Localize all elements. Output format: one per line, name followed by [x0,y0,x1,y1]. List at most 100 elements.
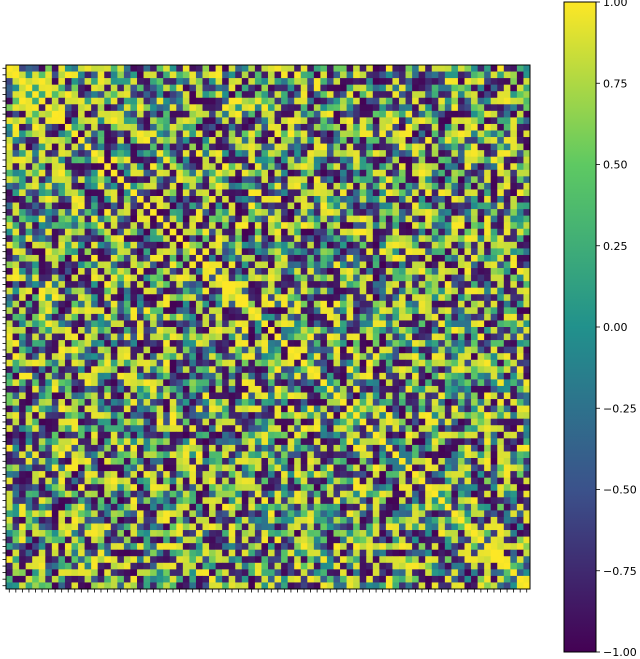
heatmap-cell [320,143,328,151]
heatmap-cell [490,209,498,216]
heatmap-cell [235,340,243,347]
heatmap-cell [117,117,125,125]
heatmap-cell [123,156,131,164]
heatmap-cell [340,182,347,190]
heatmap-cell [228,156,236,164]
heatmap-cell [281,150,288,158]
heatmap-cell [38,340,46,347]
heatmap-cell [78,123,85,131]
heatmap-cell [477,366,485,374]
heatmap-cell [471,359,478,367]
heatmap-cell [523,340,531,347]
heatmap-cell [464,320,472,328]
heatmap-cell [195,399,203,406]
heatmap-cell [6,372,13,380]
heatmap-cell [78,392,85,400]
heatmap-cell [228,268,236,275]
heatmap-cell [104,313,112,321]
heatmap-cell [117,431,125,439]
heatmap-cell [333,431,341,439]
heatmap-cell [503,110,511,118]
heatmap-cell [222,385,230,393]
heatmap-cell [412,300,419,308]
heatmap-cell [228,235,236,243]
heatmap-cell [372,346,380,354]
heatmap-cell [117,150,125,158]
heatmap-cell [195,379,203,387]
heatmap-cell [32,123,40,131]
heatmap-cell [215,327,223,334]
heatmap-cell [300,444,308,452]
heatmap-cell [313,405,321,413]
heatmap-cell [353,104,361,112]
heatmap-cell [497,156,505,164]
heatmap-cell [64,412,72,420]
heatmap-cell [281,313,288,321]
heatmap-cell [346,353,354,361]
heatmap-cell [130,123,138,131]
heatmap-cell [313,294,321,302]
heatmap-cell [104,438,112,446]
heatmap-cell [12,235,20,243]
heatmap-cell [385,300,393,308]
heatmap-cell [91,340,99,347]
heatmap-cell [366,451,374,459]
heatmap-cell [431,392,439,400]
heatmap-cell [58,405,66,413]
heatmap-cell [202,274,210,282]
heatmap-cell [143,320,151,328]
heatmap-cell [392,451,400,459]
heatmap-cell [104,425,112,433]
heatmap-cell [418,91,426,99]
heatmap-cell [235,176,243,184]
heatmap-cell [84,248,92,256]
heatmap-cell [58,235,66,243]
heatmap-cell [438,327,446,334]
heatmap-cell [366,123,374,131]
heatmap-cell [248,346,256,354]
heatmap-cell [110,254,118,262]
heatmap-cell [399,104,406,112]
heatmap-cell [248,444,256,452]
heatmap-cell [326,91,334,99]
heatmap-cell [510,78,518,85]
heatmap-cell [274,156,282,164]
heatmap-cell [392,123,400,131]
heatmap-cell [385,425,393,433]
heatmap-cell [471,379,478,387]
heatmap-cell [405,353,413,361]
heatmap-cell [45,471,53,478]
heatmap-cell [359,65,367,72]
heatmap-cell [189,346,197,354]
heatmap-cell [38,300,46,308]
heatmap-cell [104,222,112,230]
heatmap-cell [274,294,282,302]
heatmap-cell [38,71,46,79]
heatmap-cell [254,320,262,328]
heatmap-cell [444,130,452,138]
heatmap-cell [12,340,20,347]
heatmap-cell [169,300,177,308]
heatmap-cell [307,143,315,151]
heatmap-cell [431,196,439,203]
heatmap-cell [222,248,230,256]
heatmap-cell [248,268,256,275]
heatmap-cell [392,300,400,308]
heatmap-cell [130,254,138,262]
heatmap-cell [405,182,413,190]
heatmap-cell [431,268,439,275]
heatmap-cell [156,209,164,216]
heatmap-cell [268,366,275,374]
heatmap-cell [150,451,157,459]
heatmap-cell [385,261,393,269]
heatmap-cell [372,392,380,400]
heatmap-cell [84,333,92,341]
heatmap-cell [38,372,46,380]
heatmap-cell [372,399,380,406]
heatmap-cell [523,444,531,452]
heatmap-cell [97,268,105,275]
heatmap-cell [268,163,275,171]
heatmap-cell [156,444,164,452]
heatmap-cell [431,346,439,354]
heatmap-cell [71,425,79,433]
